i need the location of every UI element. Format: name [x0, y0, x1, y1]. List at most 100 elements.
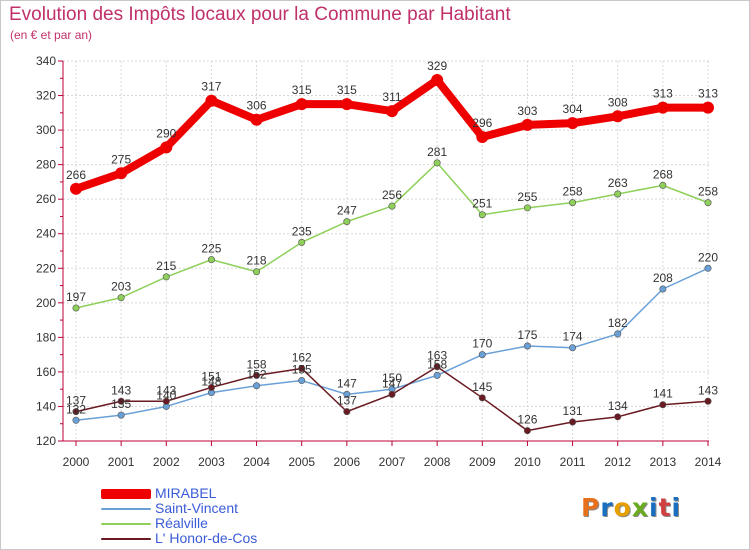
data-label-r-alville: 256	[382, 188, 402, 202]
data-point-saint-vincent	[343, 390, 351, 398]
data-point-l-honor-de-cos	[162, 397, 170, 405]
data-label-r-alville: 255	[517, 190, 537, 204]
data-label-mirabel: 315	[292, 83, 312, 97]
data-label-r-alville: 215	[156, 259, 176, 273]
legend-swatch-honor-de-cos	[101, 537, 151, 540]
data-point-l-honor-de-cos	[72, 408, 80, 416]
data-point-mirabel	[476, 131, 489, 143]
data-label-saint-vincent: 148	[201, 375, 221, 389]
data-label-r-alville: 197	[66, 290, 86, 304]
data-label-r-alville: 263	[608, 176, 628, 190]
data-label-mirabel: 296	[472, 116, 492, 130]
x-tick-label: 2000	[63, 455, 90, 469]
data-point-mirabel	[566, 117, 579, 130]
data-label-r-alville: 225	[201, 242, 221, 256]
data-point-r-alville	[162, 273, 170, 281]
x-tick-label: 2010	[514, 455, 541, 469]
data-point-r-alville	[704, 199, 712, 207]
data-point-mirabel	[250, 113, 263, 126]
data-label-saint-vincent: 158	[427, 357, 447, 371]
x-tick-label: 2006	[334, 455, 361, 469]
data-point-l-honor-de-cos	[614, 413, 622, 421]
legend-item-realville: Réalville	[101, 516, 257, 531]
data-point-l-honor-de-cos	[433, 363, 441, 371]
data-label-saint-vincent: 220	[698, 250, 718, 264]
data-point-l-honor-de-cos	[659, 401, 667, 409]
data-label-mirabel: 275	[111, 152, 131, 166]
data-point-mirabel	[115, 167, 128, 180]
data-label-saint-vincent: 175	[517, 328, 537, 342]
x-tick-label: 2005	[288, 455, 315, 469]
data-point-l-honor-de-cos	[388, 390, 396, 398]
legend: MIRABEL Saint-Vincent Réalville L' Honor…	[101, 486, 257, 546]
data-point-saint-vincent	[614, 330, 622, 338]
data-label-saint-vincent: 135	[111, 397, 131, 411]
data-label-l-honor-de-cos: 145	[472, 380, 492, 394]
y-tick-label: 260	[36, 192, 56, 206]
data-label-r-alville: 235	[292, 224, 312, 238]
data-point-r-alville	[253, 268, 261, 276]
data-point-r-alville	[117, 294, 125, 302]
y-tick-label: 160	[36, 365, 56, 379]
data-point-mirabel	[386, 105, 398, 118]
logo-letter: i	[649, 493, 659, 522]
x-tick-label: 2007	[379, 455, 406, 469]
data-label-saint-vincent: 155	[292, 363, 312, 377]
legend-swatch-realville	[101, 522, 151, 525]
data-label-l-honor-de-cos: 151	[201, 369, 221, 383]
x-tick-label: 2001	[108, 455, 135, 469]
data-point-l-honor-de-cos	[569, 418, 577, 426]
chart-title: Evolution des Impôts locaux pour la Comm…	[9, 4, 511, 25]
data-point-r-alville	[433, 159, 441, 167]
x-tick-label: 2003	[198, 455, 225, 469]
data-point-saint-vincent	[478, 351, 486, 359]
data-label-r-alville: 247	[337, 204, 357, 218]
proxiti-logo: Proxiti	[581, 493, 681, 522]
data-point-r-alville	[478, 211, 486, 219]
data-point-l-honor-de-cos	[117, 397, 125, 405]
data-point-l-honor-de-cos	[523, 427, 531, 435]
data-label-mirabel: 311	[382, 90, 401, 104]
data-point-saint-vincent	[523, 342, 531, 350]
data-label-mirabel: 313	[653, 87, 673, 101]
y-tick-label: 240	[36, 227, 56, 241]
data-label-mirabel: 329	[427, 59, 447, 73]
data-point-mirabel	[205, 94, 218, 107]
y-tick-label: 200	[36, 296, 56, 310]
logo-letter: P	[581, 493, 601, 522]
logo-letter: t	[658, 493, 672, 522]
x-tick-label: 2002	[153, 455, 180, 469]
legend-label-mirabel: MIRABEL	[155, 485, 217, 501]
y-tick-label: 320	[36, 89, 56, 103]
y-tick-label: 180	[36, 330, 56, 344]
data-label-l-honor-de-cos: 137	[337, 394, 357, 408]
data-label-l-honor-de-cos: 143	[156, 383, 176, 397]
logo-letter: r	[600, 493, 614, 522]
data-point-mirabel	[611, 110, 624, 123]
data-label-l-honor-de-cos: 143	[698, 383, 718, 397]
data-label-saint-vincent: 132	[66, 402, 86, 416]
data-label-l-honor-de-cos: 134	[608, 399, 628, 413]
data-point-l-honor-de-cos	[253, 371, 261, 379]
data-point-saint-vincent	[253, 382, 261, 390]
logo-letter: i	[671, 493, 682, 522]
data-label-saint-vincent: 174	[563, 330, 583, 344]
x-tick-label: 2014	[695, 455, 722, 469]
data-point-saint-vincent	[298, 377, 306, 385]
data-point-l-honor-de-cos	[298, 364, 306, 372]
data-point-mirabel	[656, 101, 669, 114]
data-label-l-honor-de-cos: 158	[247, 357, 267, 371]
data-point-mirabel	[70, 182, 82, 195]
data-point-r-alville	[72, 304, 80, 312]
y-tick-label: 340	[36, 54, 56, 68]
legend-swatch-saint-vincent	[101, 507, 151, 510]
data-point-mirabel	[160, 141, 173, 154]
data-label-mirabel: 317	[201, 80, 221, 94]
data-label-mirabel: 304	[563, 102, 583, 116]
data-label-r-alville: 218	[247, 254, 267, 268]
data-label-r-alville: 203	[111, 280, 131, 294]
data-label-saint-vincent: 147	[337, 376, 357, 390]
data-label-mirabel: 308	[608, 95, 628, 109]
